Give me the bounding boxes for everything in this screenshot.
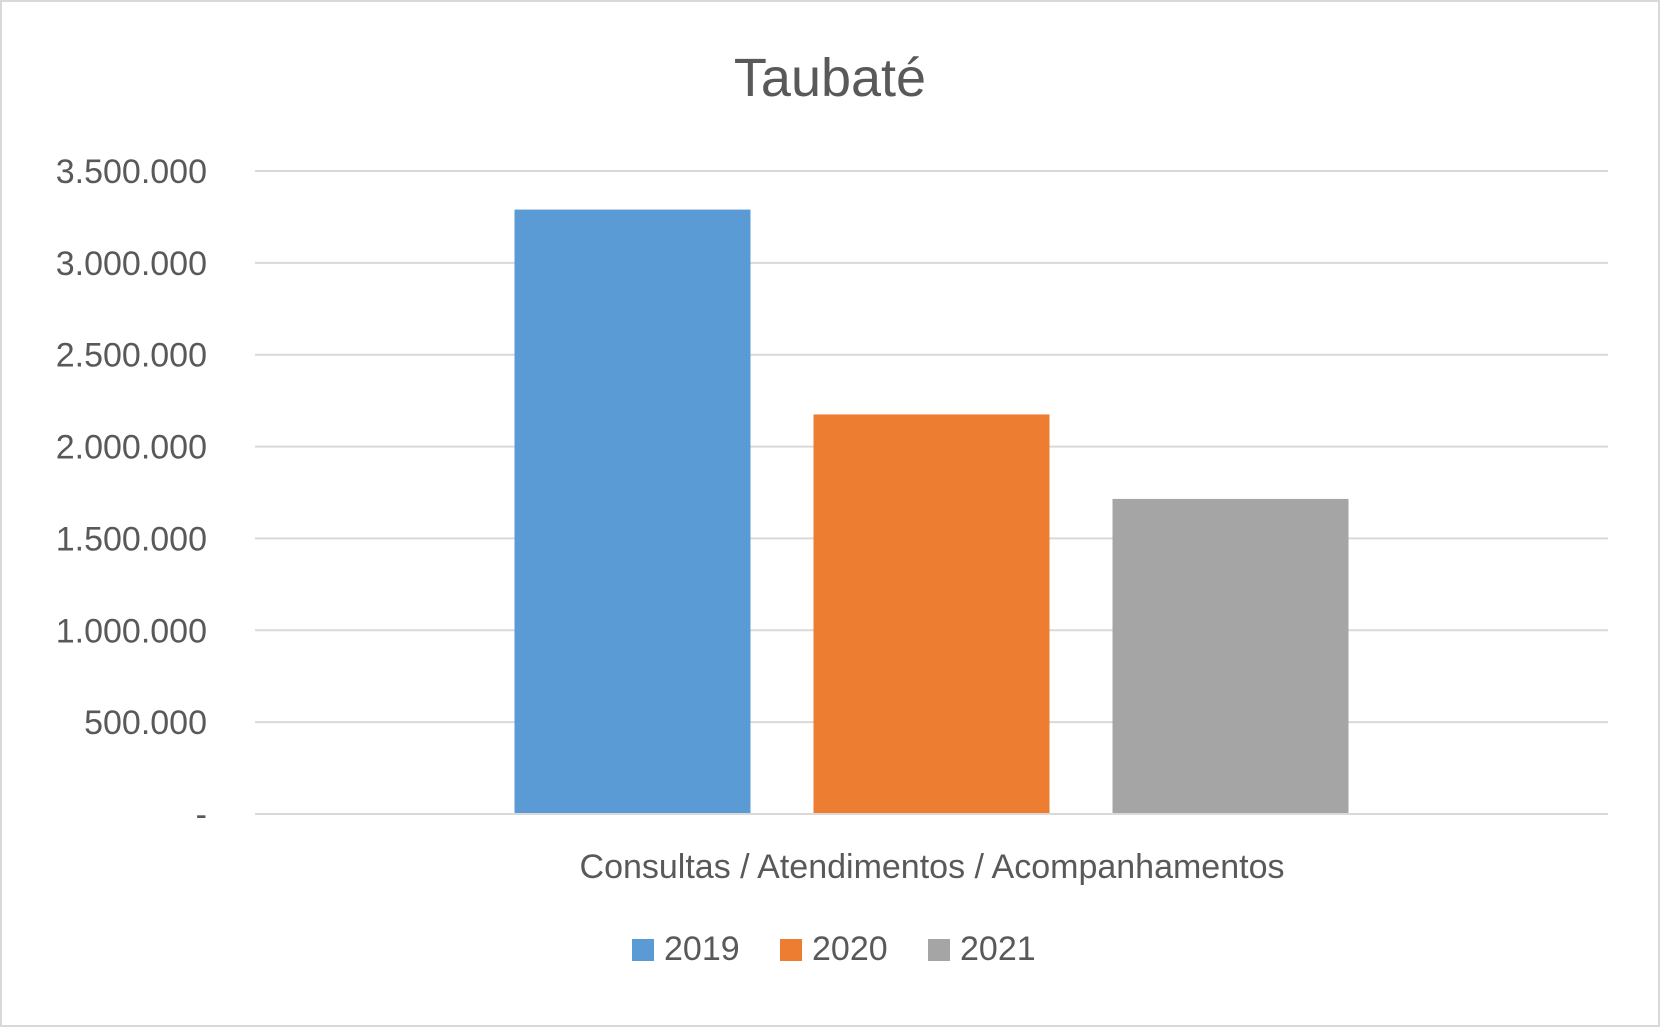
y-tick-label: - xyxy=(196,796,207,834)
bar-2020 xyxy=(813,414,1050,814)
legend-label-2021: 2021 xyxy=(960,930,1036,968)
x-category-label: Consultas / Atendimentos / Acompanhament… xyxy=(580,848,1285,886)
y-tick-label: 3.000.000 xyxy=(56,245,207,283)
legend: 2019 2020 2021 xyxy=(632,930,1036,968)
y-tick-label: 2.500.000 xyxy=(56,337,207,375)
bars xyxy=(514,209,1349,814)
y-tick-label: 1.000.000 xyxy=(56,612,207,650)
legend-swatch-2020 xyxy=(780,939,802,961)
y-tick-label: 2.000.000 xyxy=(56,429,207,467)
y-axis-tick-labels: - 500.000 1.000.000 1.500.000 2.000.000 2.500… xyxy=(56,153,207,834)
legend-label-2020: 2020 xyxy=(812,930,888,968)
gridlines xyxy=(255,170,1608,724)
bar-2021 xyxy=(1112,498,1349,814)
y-tick-label: 1.500.000 xyxy=(56,520,207,558)
chart-title: Taubaté xyxy=(734,48,926,108)
y-tick-label: 3.500.000 xyxy=(56,153,207,191)
legend-swatch-2021 xyxy=(928,939,950,961)
legend-swatch-2019 xyxy=(632,939,654,961)
y-tick-label: 500.000 xyxy=(84,704,207,742)
legend-label-2019: 2019 xyxy=(664,930,740,968)
bar-2019 xyxy=(514,209,751,814)
